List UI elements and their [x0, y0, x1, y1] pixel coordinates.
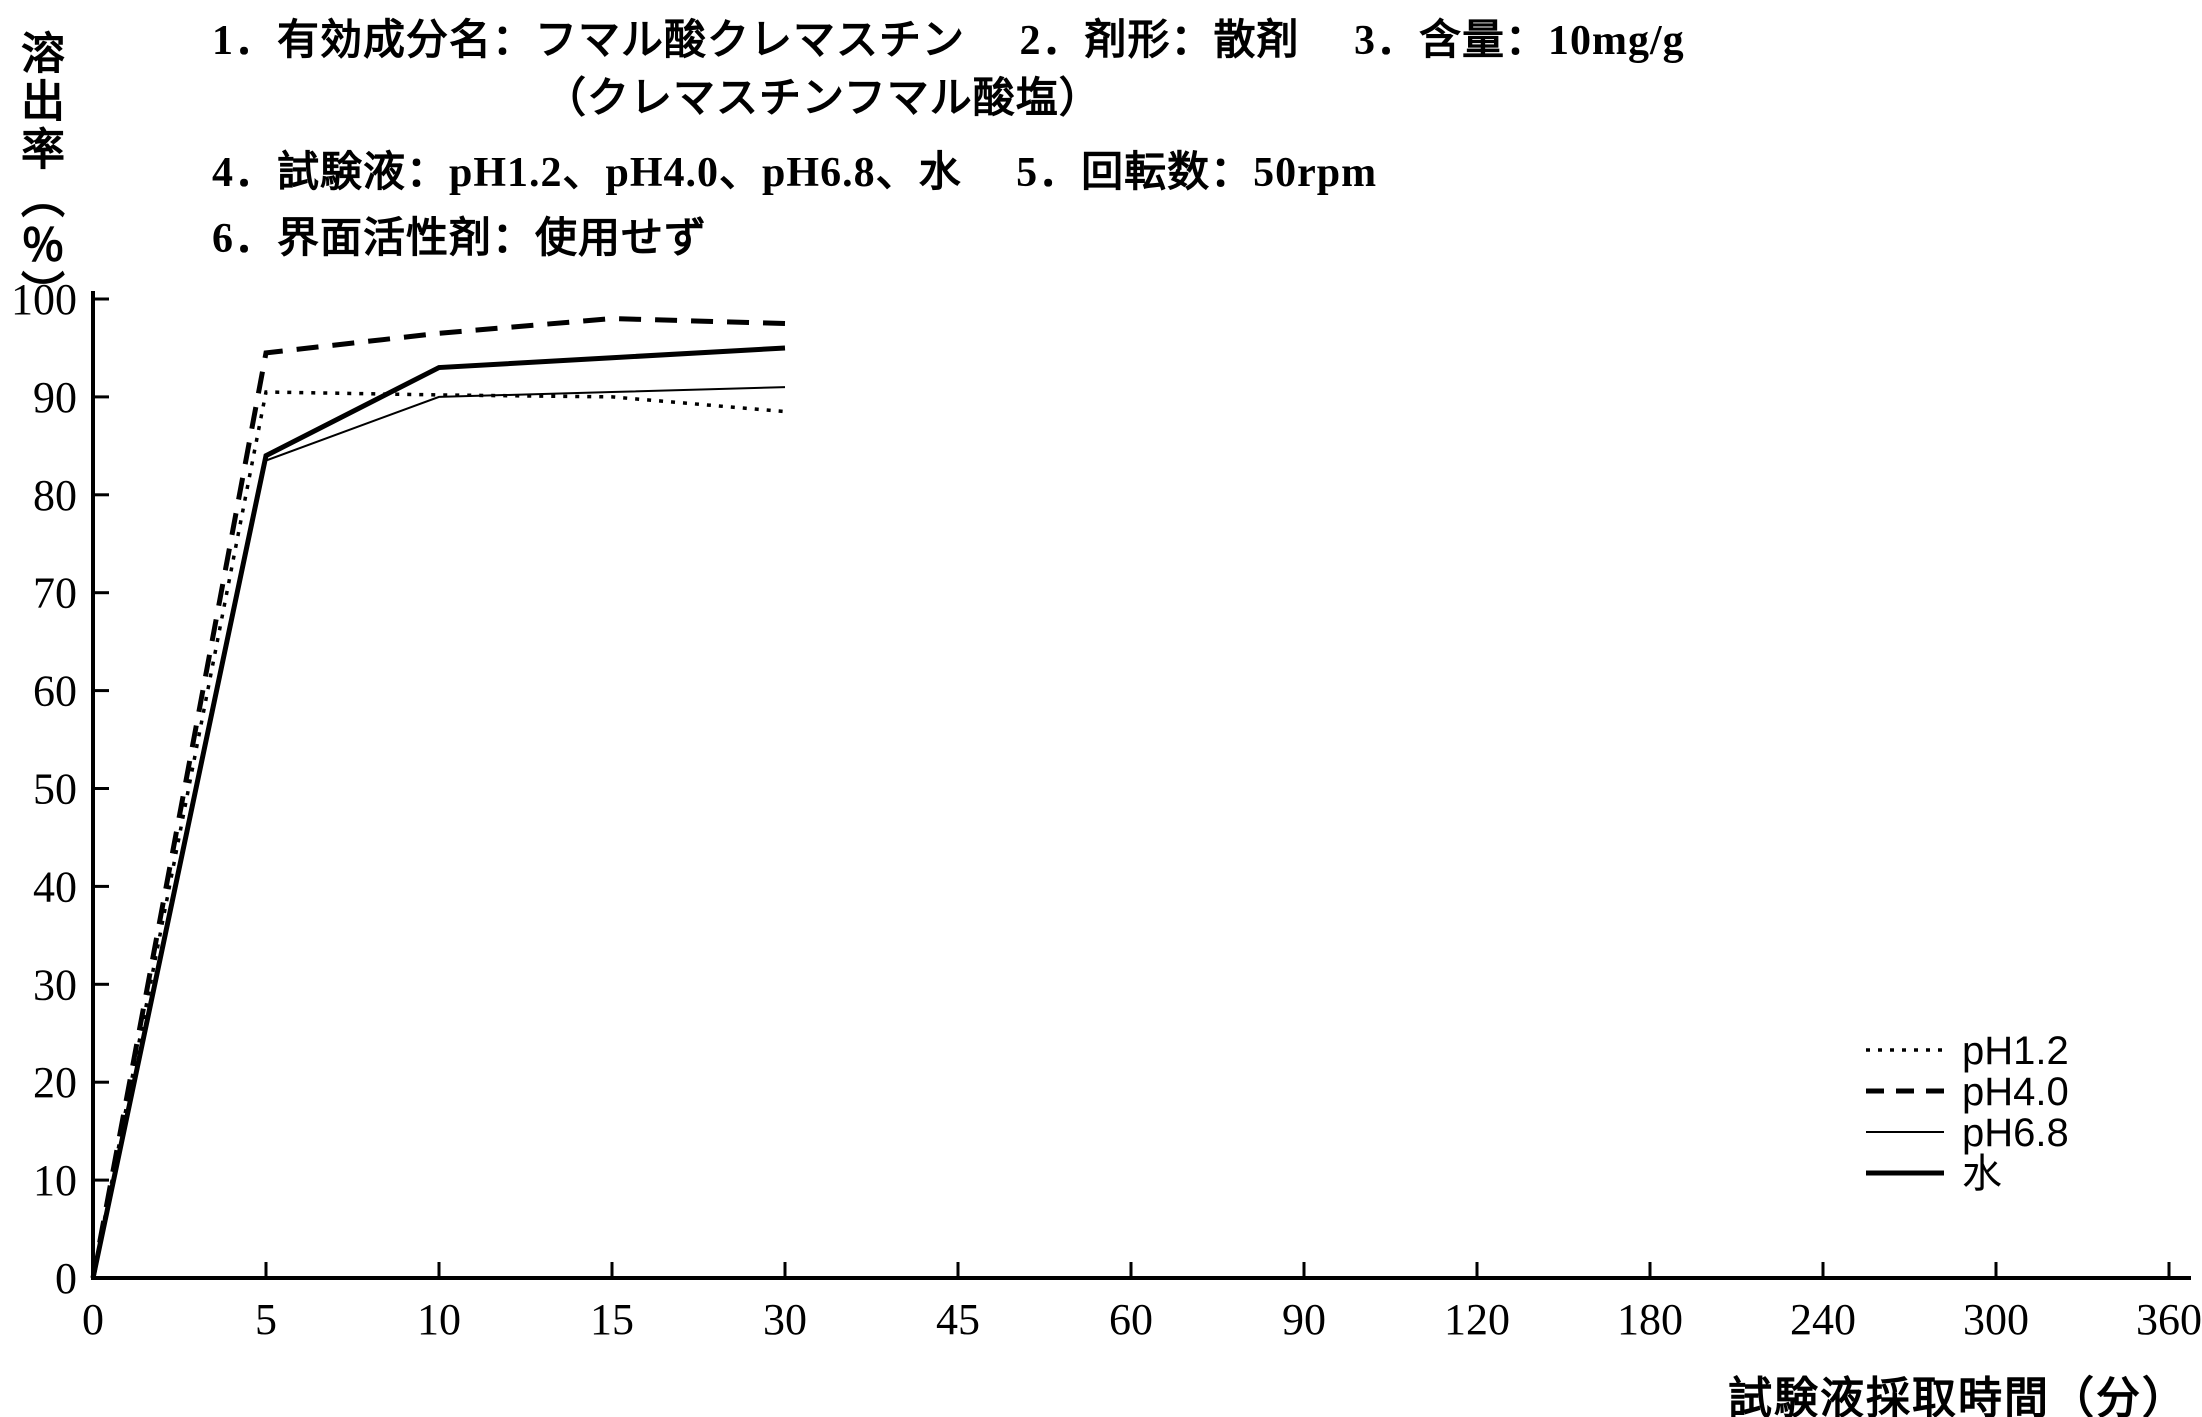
x-tick-label: 45 [936, 1295, 980, 1344]
y-tick-label: 60 [33, 667, 77, 716]
x-tick-label: 90 [1282, 1295, 1326, 1344]
y-tick-label: 100 [11, 275, 77, 324]
x-tick-label: 180 [1617, 1295, 1683, 1344]
axes [91, 291, 2191, 1280]
x-axis-title: 試験液採取時間（分） [1728, 1374, 2188, 1417]
x-tick-label: 60 [1109, 1295, 1153, 1344]
legend-label-pH1.2: pH1.2 [1962, 1029, 2069, 1073]
y-tick-label: 70 [33, 569, 77, 618]
legend-label-pH4.0: pH4.0 [1962, 1070, 2069, 1114]
y-tick-label: 20 [33, 1058, 77, 1107]
header-line-surfactant: 6．界面活性剤：使用せず [212, 216, 708, 262]
series-line-pH1.2 [91, 390, 786, 1279]
y-tick-label: 50 [33, 765, 77, 814]
y-tick-label: 40 [33, 862, 77, 911]
series-lines [90, 316, 786, 1279]
x-tick-label: 10 [417, 1295, 461, 1344]
x-tick-label: 120 [1444, 1295, 1510, 1344]
x-tick-label: 360 [2136, 1295, 2202, 1344]
x-tick-label: 240 [1790, 1295, 1856, 1344]
x-axis: 0 5 10 15 30 45 60 90 120 180 240 300 360 [82, 1262, 2202, 1344]
y-axis-title: 溶出率（％） [14, 30, 63, 318]
y-tick-label: 90 [33, 373, 77, 422]
series-line-水 [90, 345, 786, 1279]
x-tick-label: 300 [1963, 1295, 2029, 1344]
y-tick-label: 10 [33, 1156, 77, 1205]
y-axis: 0 10 20 30 40 50 60 70 80 90 100 [11, 275, 109, 1303]
x-tick-label: 0 [82, 1295, 104, 1344]
x-tick-label: 15 [590, 1295, 634, 1344]
series-line-pH4.0 [90, 316, 786, 1279]
x-tick-label: 5 [255, 1295, 277, 1344]
series-line-pH6.8 [92, 386, 786, 1279]
x-tick-label: 30 [763, 1295, 807, 1344]
y-tick-label: 30 [33, 960, 77, 1009]
y-tick-label: 80 [33, 471, 77, 520]
legend-label-水: 水 [1962, 1152, 2002, 1196]
header-line-salt-name: （クレマスチンフマル酸塩） [544, 76, 1102, 122]
y-tick-label: 0 [55, 1254, 77, 1303]
header-line-test-fluids: 4．試験液：pH1.2、pH4.0、pH6.8、水 5．回転数：50rpm [212, 150, 1378, 196]
legend-label-pH6.8: pH6.8 [1962, 1111, 2069, 1155]
header-line-active-ingredient: 1．有効成分名：フマル酸クレマスチン 2．剤形：散剤 3．含量：10mg/g [212, 18, 1685, 64]
axis-lines [91, 291, 2191, 1280]
